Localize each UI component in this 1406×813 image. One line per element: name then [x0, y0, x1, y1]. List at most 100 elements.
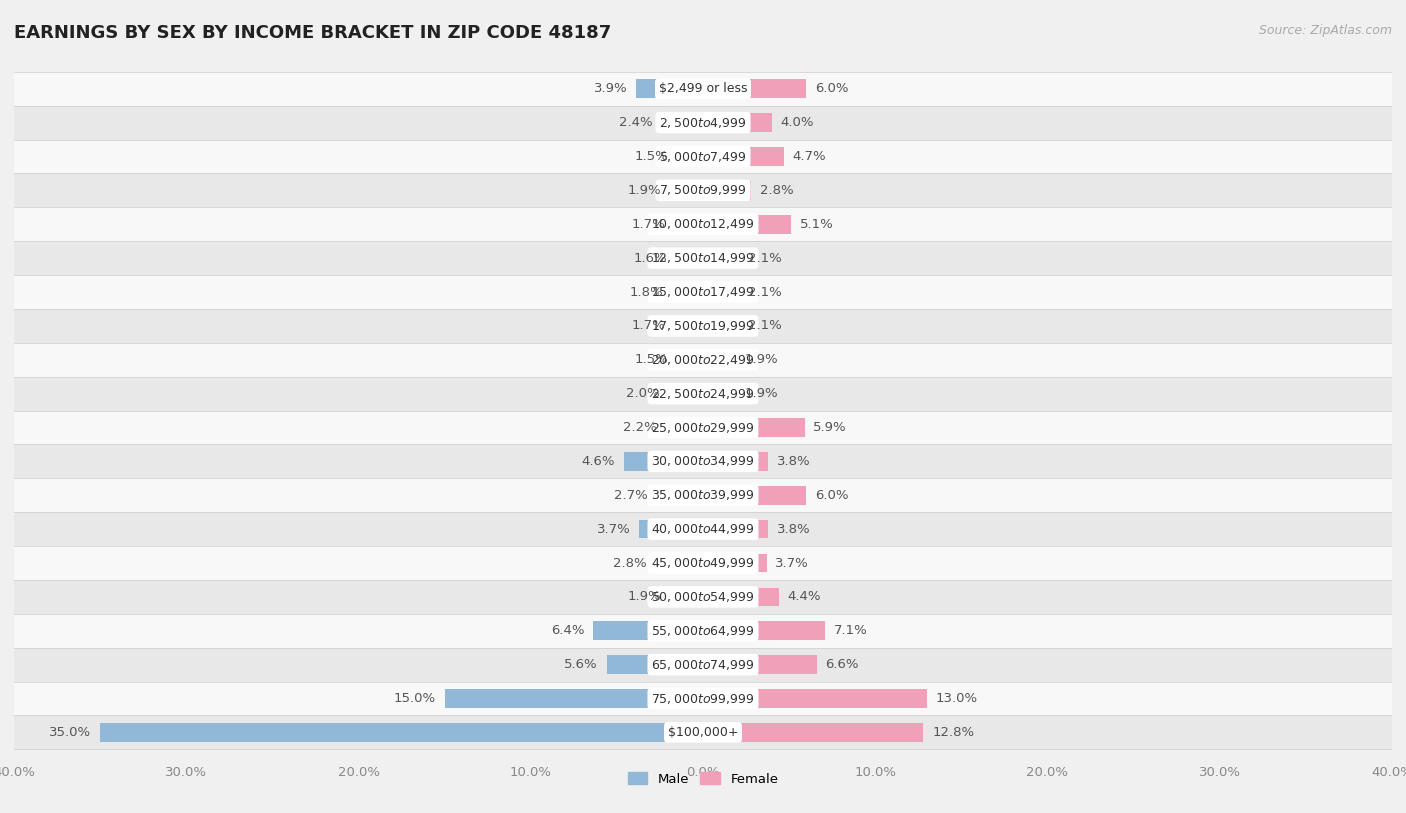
Bar: [14, 681, 1392, 715]
Text: 5.1%: 5.1%: [800, 218, 834, 231]
Text: 4.4%: 4.4%: [787, 590, 821, 603]
Text: $22,500 to $24,999: $22,500 to $24,999: [651, 387, 755, 401]
Text: $65,000 to $74,999: $65,000 to $74,999: [651, 658, 755, 672]
Bar: [703, 113, 772, 132]
Text: 1.7%: 1.7%: [631, 218, 665, 231]
Text: $10,000 to $12,499: $10,000 to $12,499: [651, 217, 755, 231]
Text: 13.0%: 13.0%: [935, 692, 977, 705]
Text: 3.9%: 3.9%: [593, 82, 627, 95]
Text: $100,000+: $100,000+: [668, 726, 738, 739]
Text: 2.7%: 2.7%: [614, 489, 648, 502]
Bar: [703, 621, 825, 640]
Bar: [703, 723, 924, 741]
Bar: [14, 207, 1392, 241]
Text: 3.7%: 3.7%: [598, 523, 631, 536]
Text: $5,000 to $7,499: $5,000 to $7,499: [659, 150, 747, 163]
Text: $55,000 to $64,999: $55,000 to $64,999: [651, 624, 755, 637]
Bar: [636, 80, 703, 98]
Bar: [14, 173, 1392, 207]
Text: 1.7%: 1.7%: [631, 320, 665, 333]
Bar: [703, 283, 740, 302]
Text: 5.6%: 5.6%: [564, 659, 598, 671]
Text: $2,499 or less: $2,499 or less: [659, 82, 747, 95]
Text: 12.8%: 12.8%: [932, 726, 974, 739]
Text: $20,000 to $22,499: $20,000 to $22,499: [651, 353, 755, 367]
Text: 3.8%: 3.8%: [778, 523, 811, 536]
Text: $35,000 to $39,999: $35,000 to $39,999: [651, 489, 755, 502]
Bar: [14, 614, 1392, 648]
Bar: [14, 546, 1392, 580]
Bar: [14, 72, 1392, 106]
Text: 3.8%: 3.8%: [778, 455, 811, 467]
Bar: [14, 275, 1392, 309]
Text: 4.6%: 4.6%: [582, 455, 616, 467]
Bar: [14, 140, 1392, 173]
Text: 1.5%: 1.5%: [634, 354, 669, 366]
Text: $45,000 to $49,999: $45,000 to $49,999: [651, 556, 755, 570]
Bar: [672, 283, 703, 302]
Text: 35.0%: 35.0%: [49, 726, 91, 739]
Text: Source: ZipAtlas.com: Source: ZipAtlas.com: [1258, 24, 1392, 37]
Text: 1.9%: 1.9%: [628, 184, 662, 197]
Text: 1.8%: 1.8%: [630, 285, 664, 298]
Text: $2,500 to $4,999: $2,500 to $4,999: [659, 115, 747, 129]
Bar: [703, 249, 740, 267]
Bar: [675, 249, 703, 267]
Text: 1.6%: 1.6%: [633, 252, 666, 264]
Bar: [606, 655, 703, 674]
Bar: [703, 316, 740, 335]
Text: 15.0%: 15.0%: [394, 692, 436, 705]
Bar: [671, 181, 703, 200]
Text: 6.4%: 6.4%: [551, 624, 583, 637]
Bar: [703, 689, 927, 708]
Text: 1.9%: 1.9%: [744, 354, 778, 366]
Bar: [14, 478, 1392, 512]
Bar: [669, 385, 703, 403]
Text: $50,000 to $54,999: $50,000 to $54,999: [651, 590, 755, 604]
Text: 2.1%: 2.1%: [748, 252, 782, 264]
Bar: [703, 452, 769, 471]
Bar: [14, 648, 1392, 681]
Text: 2.8%: 2.8%: [613, 557, 647, 569]
Bar: [703, 418, 804, 437]
Text: 2.2%: 2.2%: [623, 421, 657, 434]
Bar: [100, 723, 703, 741]
Text: 1.9%: 1.9%: [744, 387, 778, 400]
Text: $7,500 to $9,999: $7,500 to $9,999: [659, 184, 747, 198]
Text: EARNINGS BY SEX BY INCOME BRACKET IN ZIP CODE 48187: EARNINGS BY SEX BY INCOME BRACKET IN ZIP…: [14, 24, 612, 42]
Bar: [703, 554, 766, 572]
Bar: [14, 309, 1392, 343]
Text: 1.9%: 1.9%: [628, 590, 662, 603]
Text: $17,500 to $19,999: $17,500 to $19,999: [651, 319, 755, 333]
Bar: [14, 580, 1392, 614]
Text: 3.7%: 3.7%: [775, 557, 808, 569]
Text: 2.1%: 2.1%: [748, 320, 782, 333]
Text: 4.0%: 4.0%: [780, 116, 814, 129]
Bar: [703, 655, 817, 674]
Bar: [665, 418, 703, 437]
Bar: [678, 350, 703, 369]
Text: 2.4%: 2.4%: [620, 116, 652, 129]
Bar: [14, 241, 1392, 275]
Bar: [662, 113, 703, 132]
Bar: [703, 520, 769, 538]
Text: 2.8%: 2.8%: [759, 184, 793, 197]
Bar: [444, 689, 703, 708]
Text: $75,000 to $99,999: $75,000 to $99,999: [651, 692, 755, 706]
Bar: [703, 588, 779, 606]
Text: $40,000 to $44,999: $40,000 to $44,999: [651, 522, 755, 536]
Bar: [14, 715, 1392, 750]
Text: 1.5%: 1.5%: [634, 150, 669, 163]
Bar: [14, 343, 1392, 376]
Legend: Male, Female: Male, Female: [623, 767, 783, 791]
Bar: [703, 350, 735, 369]
Bar: [703, 486, 807, 505]
Text: $30,000 to $34,999: $30,000 to $34,999: [651, 454, 755, 468]
Text: $15,000 to $17,499: $15,000 to $17,499: [651, 285, 755, 299]
Bar: [655, 554, 703, 572]
Bar: [624, 452, 703, 471]
Bar: [703, 80, 807, 98]
Text: 2.1%: 2.1%: [748, 285, 782, 298]
Text: $12,500 to $14,999: $12,500 to $14,999: [651, 251, 755, 265]
Text: 4.7%: 4.7%: [793, 150, 827, 163]
